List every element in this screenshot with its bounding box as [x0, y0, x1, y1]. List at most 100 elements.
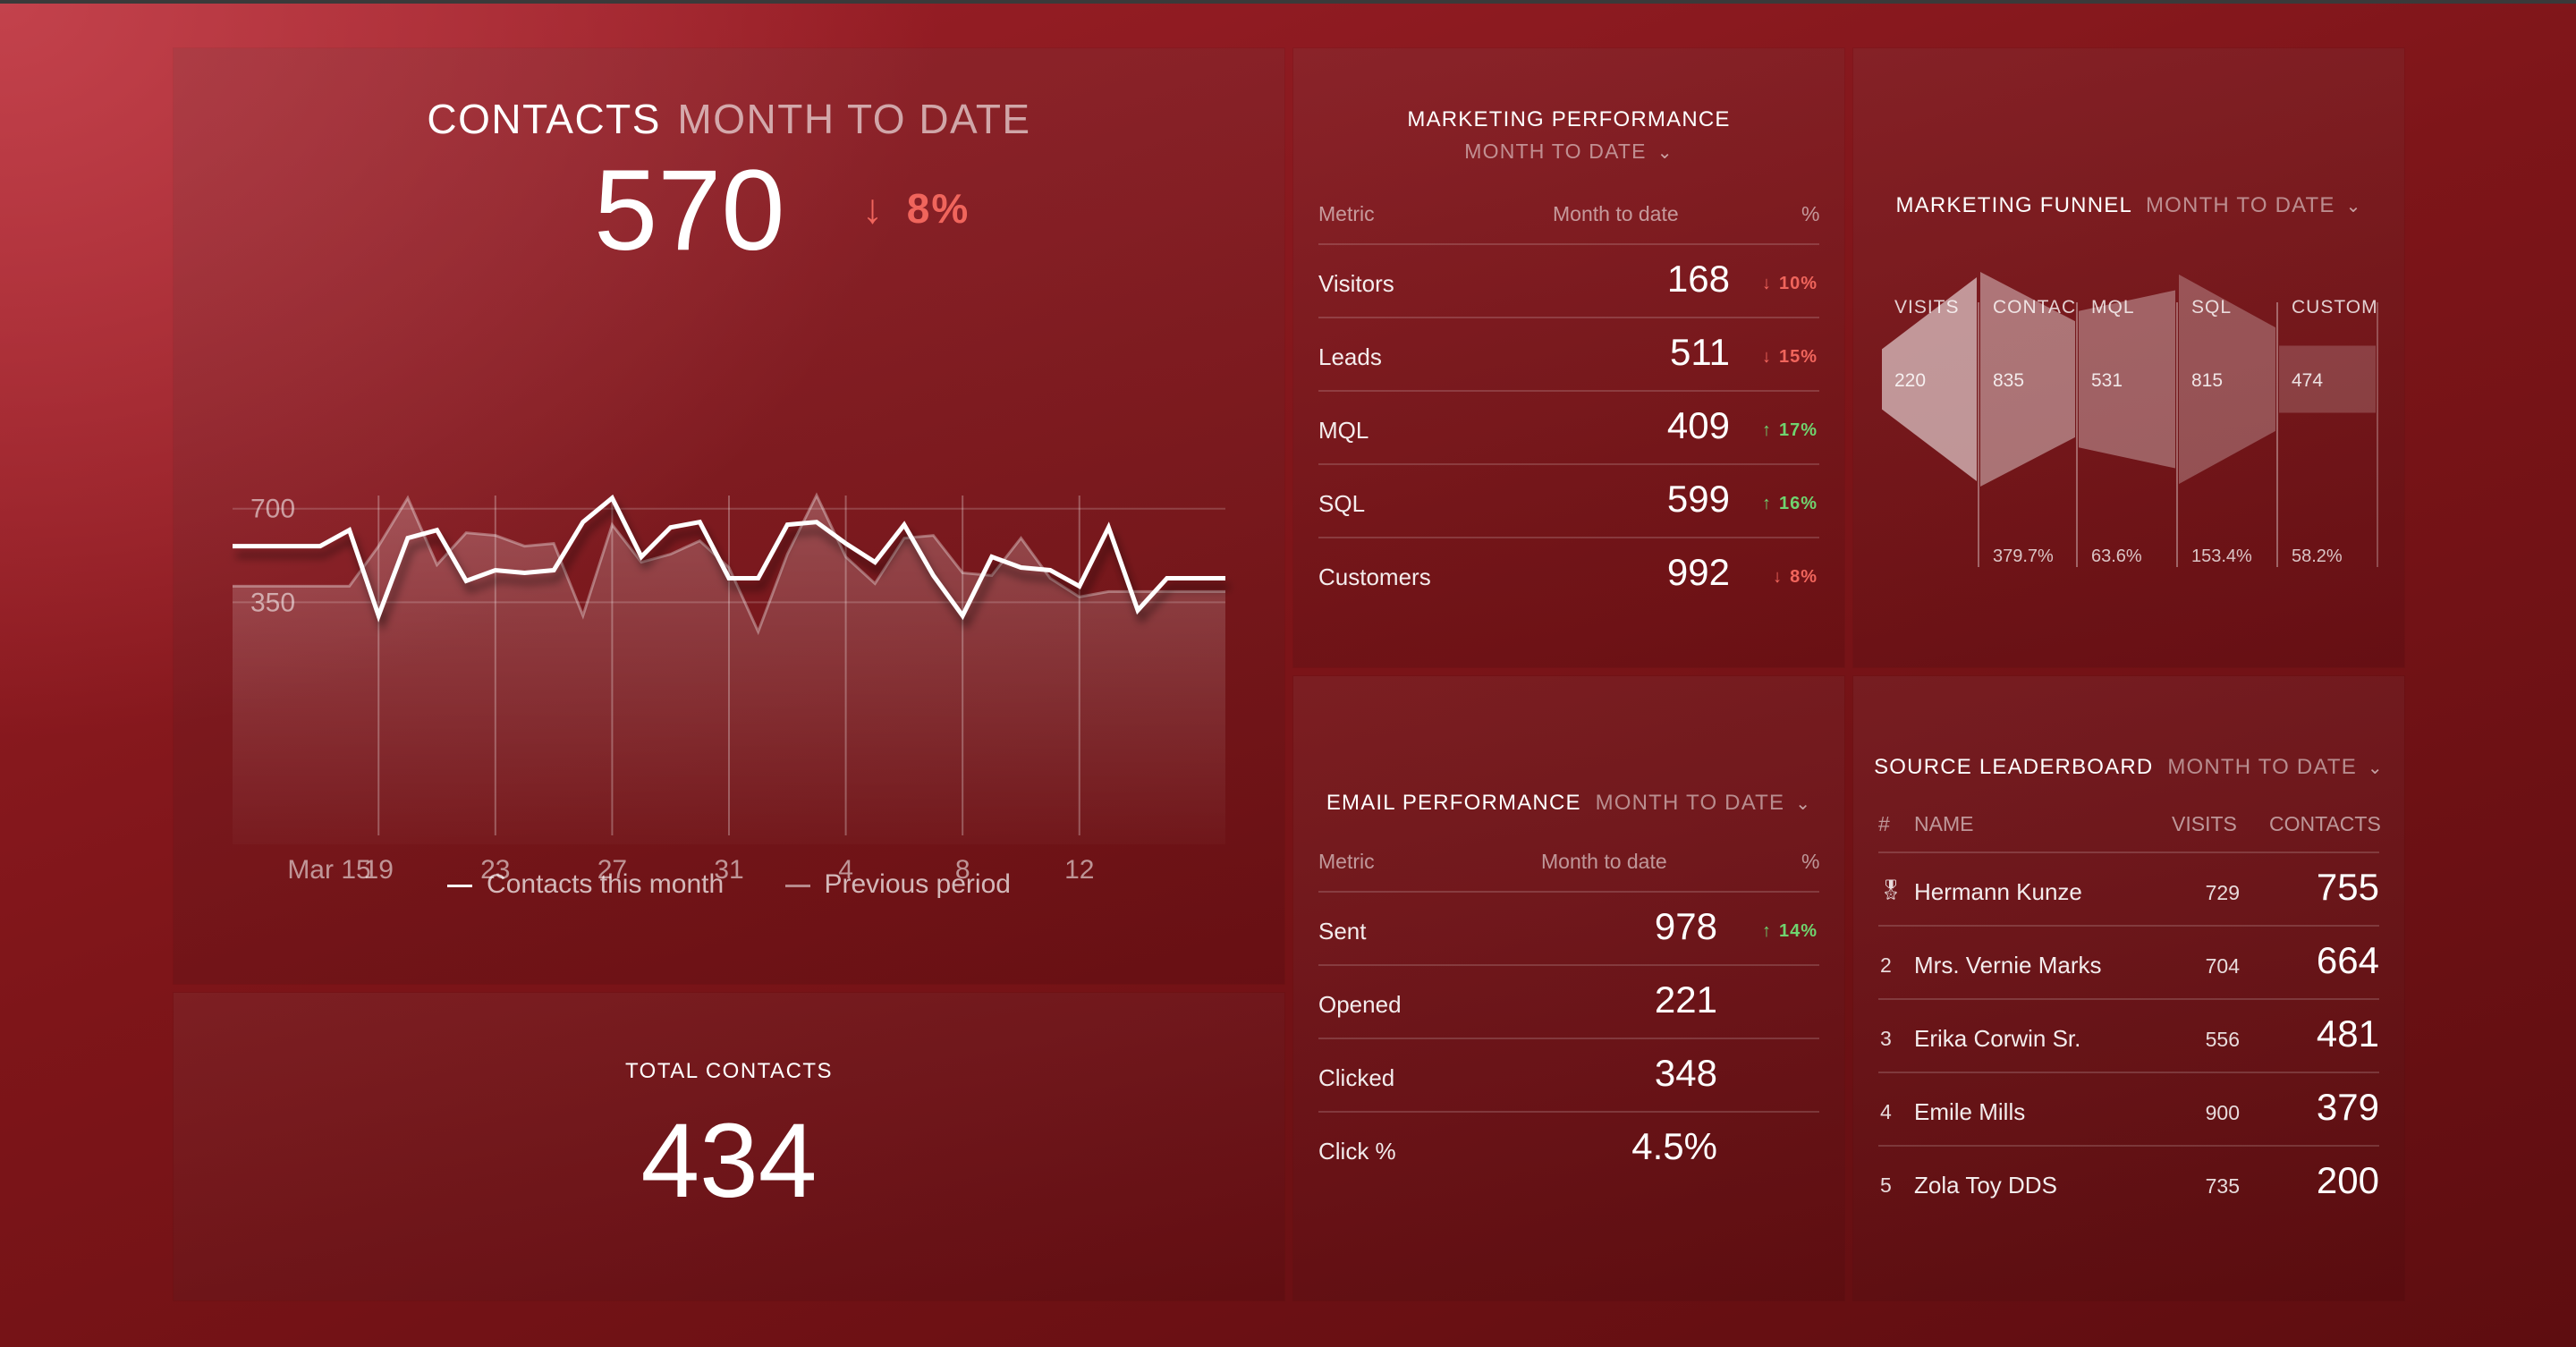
funnel-column-label: MQL [2091, 297, 2135, 318]
sl-col-name: NAME [1914, 812, 1974, 835]
x-tick-label: 8 [955, 855, 970, 885]
mp-row: Customers 992 ↓ 8% [1318, 538, 1819, 612]
leaderboard-rank: 5 [1880, 1173, 1892, 1197]
marketing-funnel-header[interactable]: MARKETING FUNNEL MONTH TO DATE ⌄ [1853, 193, 2404, 218]
arrow-down-icon: ↓ [1773, 567, 1784, 587]
ep-row-value: 4.5% [1631, 1125, 1717, 1167]
leaderboard-rank: 3 [1880, 1027, 1892, 1050]
leaderboard-visits: 729 [2205, 881, 2240, 904]
mp-header-divider [1318, 243, 1819, 245]
funnel-value: 815 [2191, 370, 2223, 391]
chevron-down-icon: ⌄ [2345, 197, 2362, 216]
funnel-value: 220 [1894, 370, 1926, 391]
funnel-value: 474 [2292, 370, 2323, 391]
marketing-performance-period-dropdown[interactable]: MONTH TO DATE ⌄ [1293, 140, 1844, 164]
contacts-delta-value: 8% [906, 185, 970, 232]
funnel-segment[interactable] [1882, 277, 1977, 481]
mp-row: MQL 409 ↑ 17% [1318, 392, 1819, 465]
funnel-value: 835 [1993, 370, 2024, 391]
leaderboard-contacts: 481 [2316, 1012, 2379, 1055]
leaderboard-contacts: 200 [2316, 1159, 2379, 1201]
email-performance-header[interactable]: EMAIL PERFORMANCE MONTH TO DATE ⌄ [1293, 791, 1844, 816]
ep-row: Sent 978 ↑ 14% [1318, 893, 1819, 966]
mp-row-pct-value: 16% [1778, 494, 1818, 513]
source-leaderboard-panel: SOURCE LEADERBOARD MONTH TO DATE ⌄ # NAME… [1853, 676, 2404, 1300]
leaderboard-row-divider [1878, 1145, 2379, 1147]
funnel-conversion: 379.7% [1993, 546, 2054, 566]
source-leaderboard-header[interactable]: SOURCE LEADERBOARD MONTH TO DATE ⌄ [1853, 755, 2404, 780]
funnel-segment[interactable] [2179, 274, 2275, 485]
mp-row-value: 511 [1670, 331, 1730, 373]
leaderboard-contacts: 664 [2316, 939, 2379, 981]
mp-col-pct: % [1801, 202, 1820, 225]
mp-row: Leads 511 ↓ 15% [1318, 318, 1819, 392]
legend-label-this-month: Contacts this month [487, 869, 724, 899]
mp-row-value: 168 [1666, 258, 1730, 300]
legend-swatch-this-month [447, 884, 473, 887]
ep-col-metric: Metric [1318, 850, 1375, 873]
contacts-delta: ↓ 8% [862, 184, 970, 233]
funnel-segment[interactable] [2279, 345, 2376, 413]
mp-row-label: Customers [1318, 563, 1431, 590]
funnel-value: 531 [2091, 370, 2123, 391]
funnel-chart: VISITSCONTACMQLSQLCUSTOM220835379.7%5316… [1882, 272, 2378, 567]
marketing-performance-subtitle: MONTH TO DATE [1464, 140, 1647, 163]
y-tick-label: 350 [250, 588, 295, 617]
ep-row-value: 348 [1654, 1052, 1717, 1094]
leaderboard-row[interactable]: 4 Emile Mills 900 379 [1878, 1073, 2379, 1147]
mp-row-value: 992 [1666, 551, 1730, 593]
x-tick-label: 31 [714, 855, 743, 885]
marketing-funnel-panel: MARKETING FUNNEL MONTH TO DATE⌄ VISITSCO… [1853, 48, 2404, 667]
leaderboard-row[interactable]: 🎖︎ Hermann Kunze 729 755 [1878, 853, 2379, 927]
x-tick-label: 23 [480, 855, 510, 885]
leaderboard-name: Mrs. Vernie Marks [1914, 952, 2102, 978]
ep-row-value: 221 [1654, 978, 1717, 1021]
medal-icon: 🎖︎ [1878, 878, 1903, 901]
x-tick-label: 12 [1064, 855, 1094, 885]
total-contacts-title: TOTAL CONTACTS [624, 1059, 834, 1083]
mp-row-divider [1318, 390, 1819, 392]
sl-col-visits: VISITS [2172, 812, 2237, 835]
contacts-header: CONTACTS MONTH TO DATE [174, 95, 1284, 143]
leaderboard-rank: 2 [1880, 953, 1892, 977]
ep-row-divider [1318, 964, 1819, 966]
ep-row-divider [1318, 1111, 1819, 1113]
leaderboard-name: Erika Corwin Sr. [1914, 1025, 2081, 1052]
leaderboard-name: Emile Mills [1914, 1098, 2026, 1125]
leaderboard-name: Zola Toy DDS [1914, 1172, 2057, 1199]
mp-row-pct: ↑ 17% [1712, 420, 1818, 441]
mp-row-pct-value: 17% [1778, 420, 1818, 440]
funnel-segment[interactable] [2079, 290, 2175, 469]
ep-row-label: Sent [1318, 918, 1367, 945]
leaderboard-visits: 704 [2205, 954, 2240, 978]
legend-item-this-month[interactable]: Contacts this month [447, 869, 731, 899]
mp-row: Visitors 168 ↓ 10% [1318, 245, 1819, 318]
ep-row: Click % 4.5% [1318, 1113, 1819, 1186]
mp-row-pct: ↓ 8% [1712, 567, 1818, 588]
chevron-down-icon: ⌄ [1795, 794, 1812, 814]
arrow-down-icon: ↓ [1761, 274, 1772, 293]
email-performance-title: EMAIL PERFORMANCE [1326, 791, 1581, 815]
marketing-performance-panel: MARKETING PERFORMANCE MONTH TO DATE ⌄ Met… [1293, 48, 1844, 667]
funnel-conversion: 153.4% [2191, 546, 2252, 566]
contacts-value: 570 [594, 147, 785, 275]
leaderboard-row[interactable]: 5 Zola Toy DDS 735 200 [1878, 1147, 2379, 1220]
marketing-funnel-subtitle: MONTH TO DATE [2145, 193, 2335, 217]
y-tick-label: 700 [250, 495, 295, 524]
funnel-column-label: CONTAC [1993, 297, 2076, 318]
contacts-panel: CONTACTS MONTH TO DATE 570 ↓ 8% 700 350 Ma… [174, 48, 1284, 984]
leaderboard-contacts: 379 [2316, 1086, 2379, 1128]
legend-item-previous[interactable]: Previous period [784, 869, 1011, 899]
leaderboard-row[interactable]: 3 Erika Corwin Sr. 556 481 [1878, 1000, 2379, 1073]
leaderboard-row[interactable]: 2 Mrs. Vernie Marks 704 664 [1878, 927, 2379, 1000]
funnel-column-label: SQL [2191, 297, 2232, 318]
mp-row-label: Visitors [1318, 270, 1394, 297]
mp-row-pct-value: 10% [1778, 274, 1818, 293]
mp-row-value: 599 [1666, 478, 1730, 520]
sl-col-contacts: CONTACTS [2269, 812, 2381, 835]
funnel-segment[interactable] [1980, 272, 2075, 487]
ep-row-label: Opened [1318, 991, 1402, 1018]
funnel-conversion: 58.2% [2292, 546, 2343, 566]
sl-header-divider [1878, 851, 2379, 853]
